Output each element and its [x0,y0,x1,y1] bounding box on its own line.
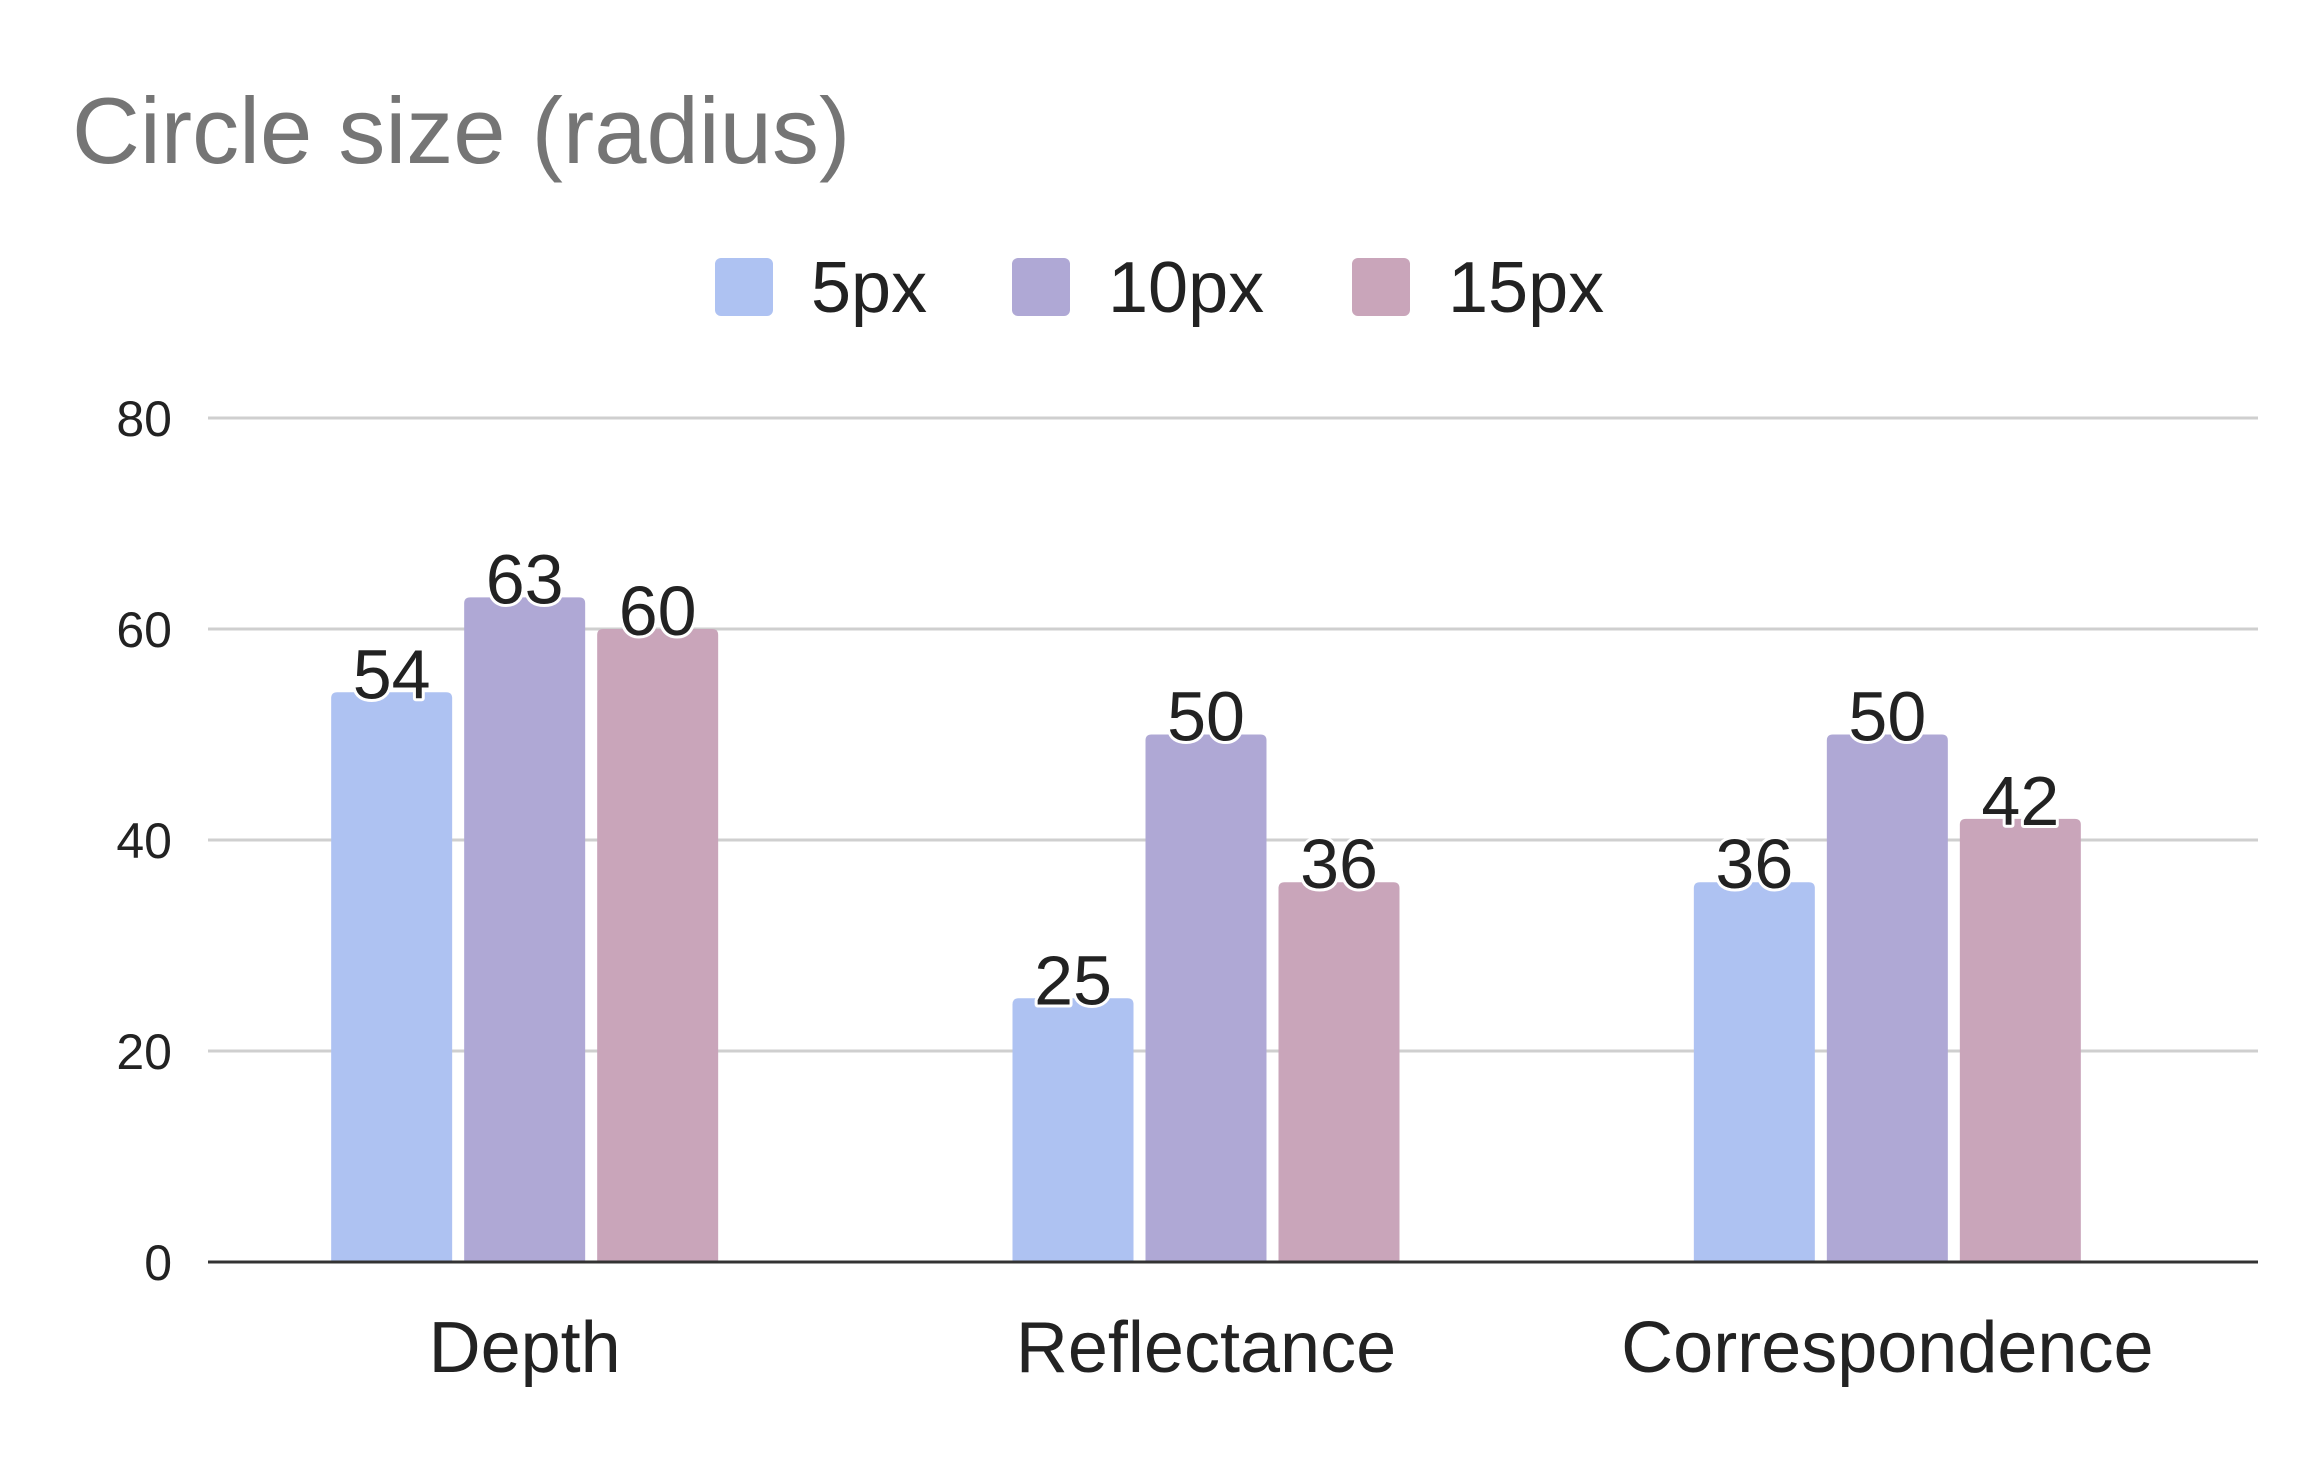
bar-reflectance-10px [1145,734,1267,1262]
data-label-reflectance-5px: 25 [1034,941,1112,1019]
y-tick-label: 0 [144,1235,172,1291]
bar-correspondence-10px [1826,734,1948,1262]
legend-swatch-10px [1012,258,1070,316]
y-axis: 0 20 40 60 80 [116,391,172,1291]
legend-swatch-5px [715,258,773,316]
bar-depth-10px [464,597,586,1262]
bar-correspondence-5px [1693,882,1815,1262]
legend: 5px 10px 15px [715,248,1604,328]
bar-reflectance-15px [1278,882,1400,1262]
chart-title: Circle size (radius) [72,78,850,183]
data-label-correspondence-10px: 50 [1848,678,1926,756]
x-tick-label-depth: Depth [429,1308,621,1388]
x-tick-label-correspondence: Correspondence [1621,1308,2153,1388]
y-tick-label: 20 [116,1024,172,1080]
y-tick-label: 60 [116,602,172,658]
data-label-correspondence-15px: 42 [1981,762,2059,840]
data-labels: 54 63 60 25 50 36 36 50 42 [350,537,2063,1022]
bar-reflectance-5px [1012,998,1134,1262]
bar-correspondence-15px [1959,818,2081,1262]
bar-depth-5px [331,692,453,1262]
legend-label-10px: 10px [1108,248,1264,328]
data-label-reflectance-10px: 50 [1167,678,1245,756]
data-label-reflectance-15px: 36 [1300,825,1378,903]
y-tick-label: 40 [116,813,172,869]
bar-depth-15px [597,629,719,1262]
legend-label-15px: 15px [1448,248,1604,328]
y-tick-label: 80 [116,391,172,447]
x-axis: Depth Reflectance Correspondence [429,1308,2154,1388]
bars [331,597,2081,1262]
legend-swatch-15px [1352,258,1410,316]
data-label-depth-10px: 63 [486,540,564,618]
data-label-depth-15px: 60 [619,572,697,650]
legend-label-5px: 5px [811,248,927,328]
x-tick-label-reflectance: Reflectance [1016,1308,1396,1388]
data-label-correspondence-5px: 36 [1715,825,1793,903]
data-label-depth-5px: 54 [353,635,431,713]
